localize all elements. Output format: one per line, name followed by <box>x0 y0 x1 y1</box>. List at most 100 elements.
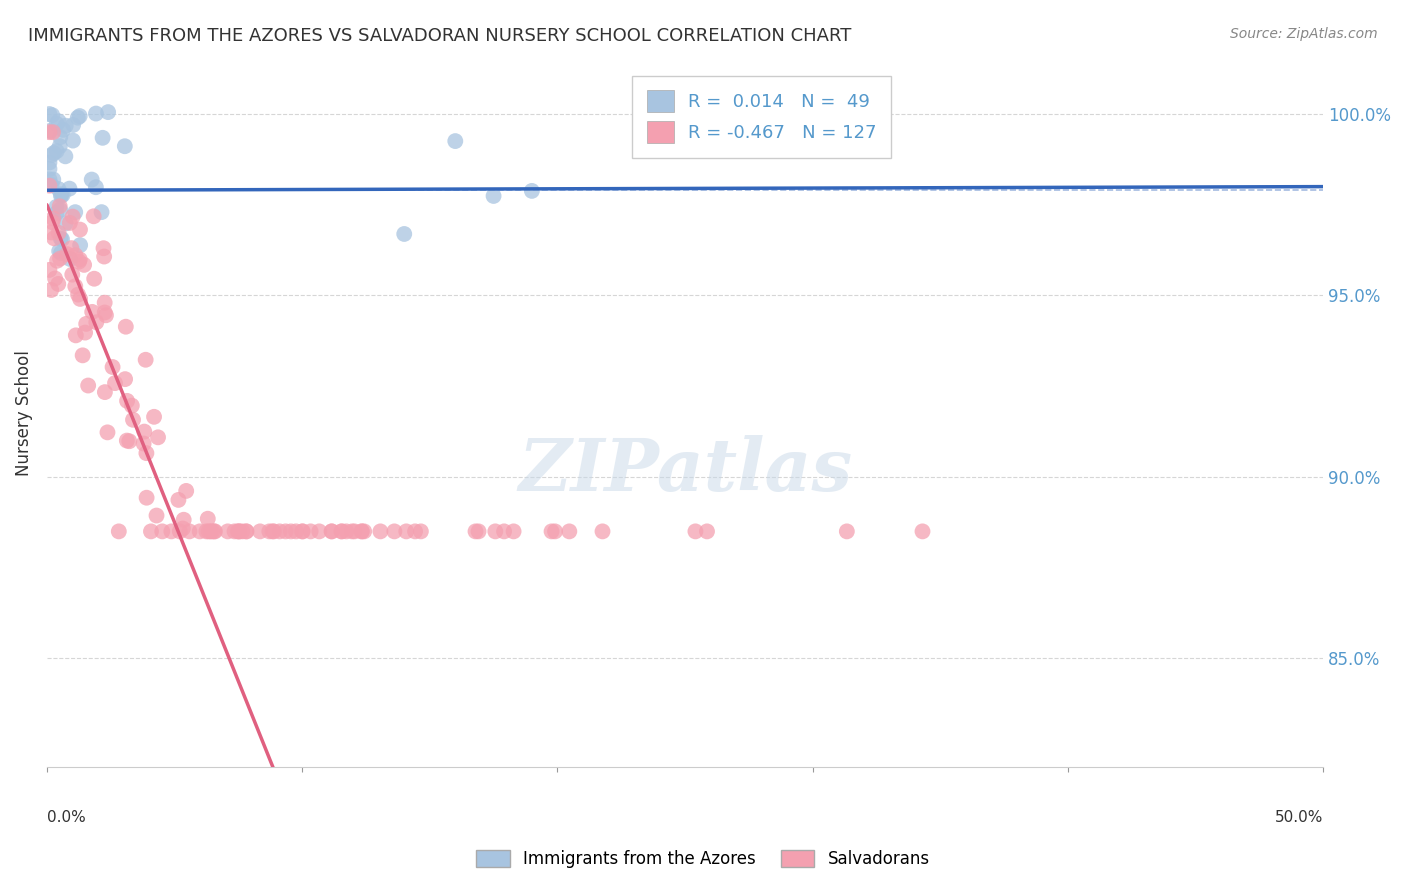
Point <box>60 268 83 282</box>
Point <box>321 524 343 539</box>
Point <box>77 378 100 392</box>
Point <box>97 105 120 120</box>
Point <box>42 211 65 226</box>
Point <box>42 231 65 245</box>
Point <box>330 524 353 539</box>
Point <box>173 513 195 527</box>
Point <box>121 399 143 413</box>
Point <box>84 315 107 329</box>
Point <box>269 524 291 539</box>
Point <box>55 119 77 133</box>
Point <box>343 524 366 539</box>
Legend: Immigrants from the Azores, Salvadorans: Immigrants from the Azores, Salvadorans <box>470 843 936 875</box>
Point <box>235 524 257 539</box>
Point <box>48 244 70 259</box>
Point <box>202 524 225 539</box>
Point <box>122 413 145 427</box>
Point <box>263 524 285 539</box>
Point <box>45 144 67 158</box>
Point <box>167 492 190 507</box>
Point <box>69 109 91 123</box>
Point <box>75 326 97 340</box>
Point <box>172 522 194 536</box>
Point <box>197 512 219 526</box>
Point <box>38 124 60 138</box>
Text: 0.0%: 0.0% <box>46 810 86 825</box>
Point <box>39 226 62 240</box>
Point <box>291 524 314 539</box>
Point <box>38 178 60 193</box>
Point <box>49 189 72 203</box>
Point <box>84 180 107 194</box>
Point <box>53 149 76 163</box>
Point <box>67 287 90 301</box>
Point <box>409 524 432 539</box>
Point <box>179 524 201 539</box>
Point <box>115 393 138 408</box>
Point <box>41 215 63 229</box>
Text: 50.0%: 50.0% <box>1275 810 1323 825</box>
Point <box>60 241 83 255</box>
Point <box>146 430 169 444</box>
Point <box>114 372 136 386</box>
Point <box>38 263 60 277</box>
Point <box>226 524 249 539</box>
Point <box>482 189 505 203</box>
Point <box>280 524 302 539</box>
Point <box>685 524 707 539</box>
Point <box>93 305 115 319</box>
Point <box>38 107 60 121</box>
Point <box>46 277 69 291</box>
Point <box>73 258 96 272</box>
Point <box>93 295 115 310</box>
Point <box>249 524 271 539</box>
Point <box>143 409 166 424</box>
Point <box>69 252 91 267</box>
Point <box>197 524 219 539</box>
Point <box>59 216 82 230</box>
Point <box>444 134 467 148</box>
Point <box>274 524 297 539</box>
Point <box>67 254 90 268</box>
Point <box>231 524 253 539</box>
Point <box>52 123 75 137</box>
Point <box>228 524 250 539</box>
Point <box>115 434 138 448</box>
Point <box>42 125 65 139</box>
Point <box>62 210 84 224</box>
Point <box>65 205 87 219</box>
Point <box>46 253 69 268</box>
Point <box>224 524 246 539</box>
Point <box>69 238 91 252</box>
Point <box>45 117 67 131</box>
Point <box>217 524 239 539</box>
Text: ZIPatlas: ZIPatlas <box>517 434 852 506</box>
Point <box>62 134 84 148</box>
Point <box>49 130 72 145</box>
Point <box>201 524 224 539</box>
Point <box>101 359 124 374</box>
Point <box>62 118 84 132</box>
Point <box>48 182 70 196</box>
Point <box>195 524 218 539</box>
Point <box>38 161 60 176</box>
Point <box>48 226 70 240</box>
Point <box>96 425 118 440</box>
Point <box>42 172 65 186</box>
Point <box>114 319 136 334</box>
Point <box>174 483 197 498</box>
Point <box>42 146 65 161</box>
Point <box>107 524 129 539</box>
Point <box>494 524 516 539</box>
Point <box>132 436 155 450</box>
Point <box>49 202 72 217</box>
Point <box>299 524 322 539</box>
Point <box>291 524 314 539</box>
Point <box>200 524 222 539</box>
Point <box>139 524 162 539</box>
Point <box>145 508 167 523</box>
Point <box>160 524 183 539</box>
Point <box>75 317 97 331</box>
Point <box>484 524 506 539</box>
Point <box>72 348 94 362</box>
